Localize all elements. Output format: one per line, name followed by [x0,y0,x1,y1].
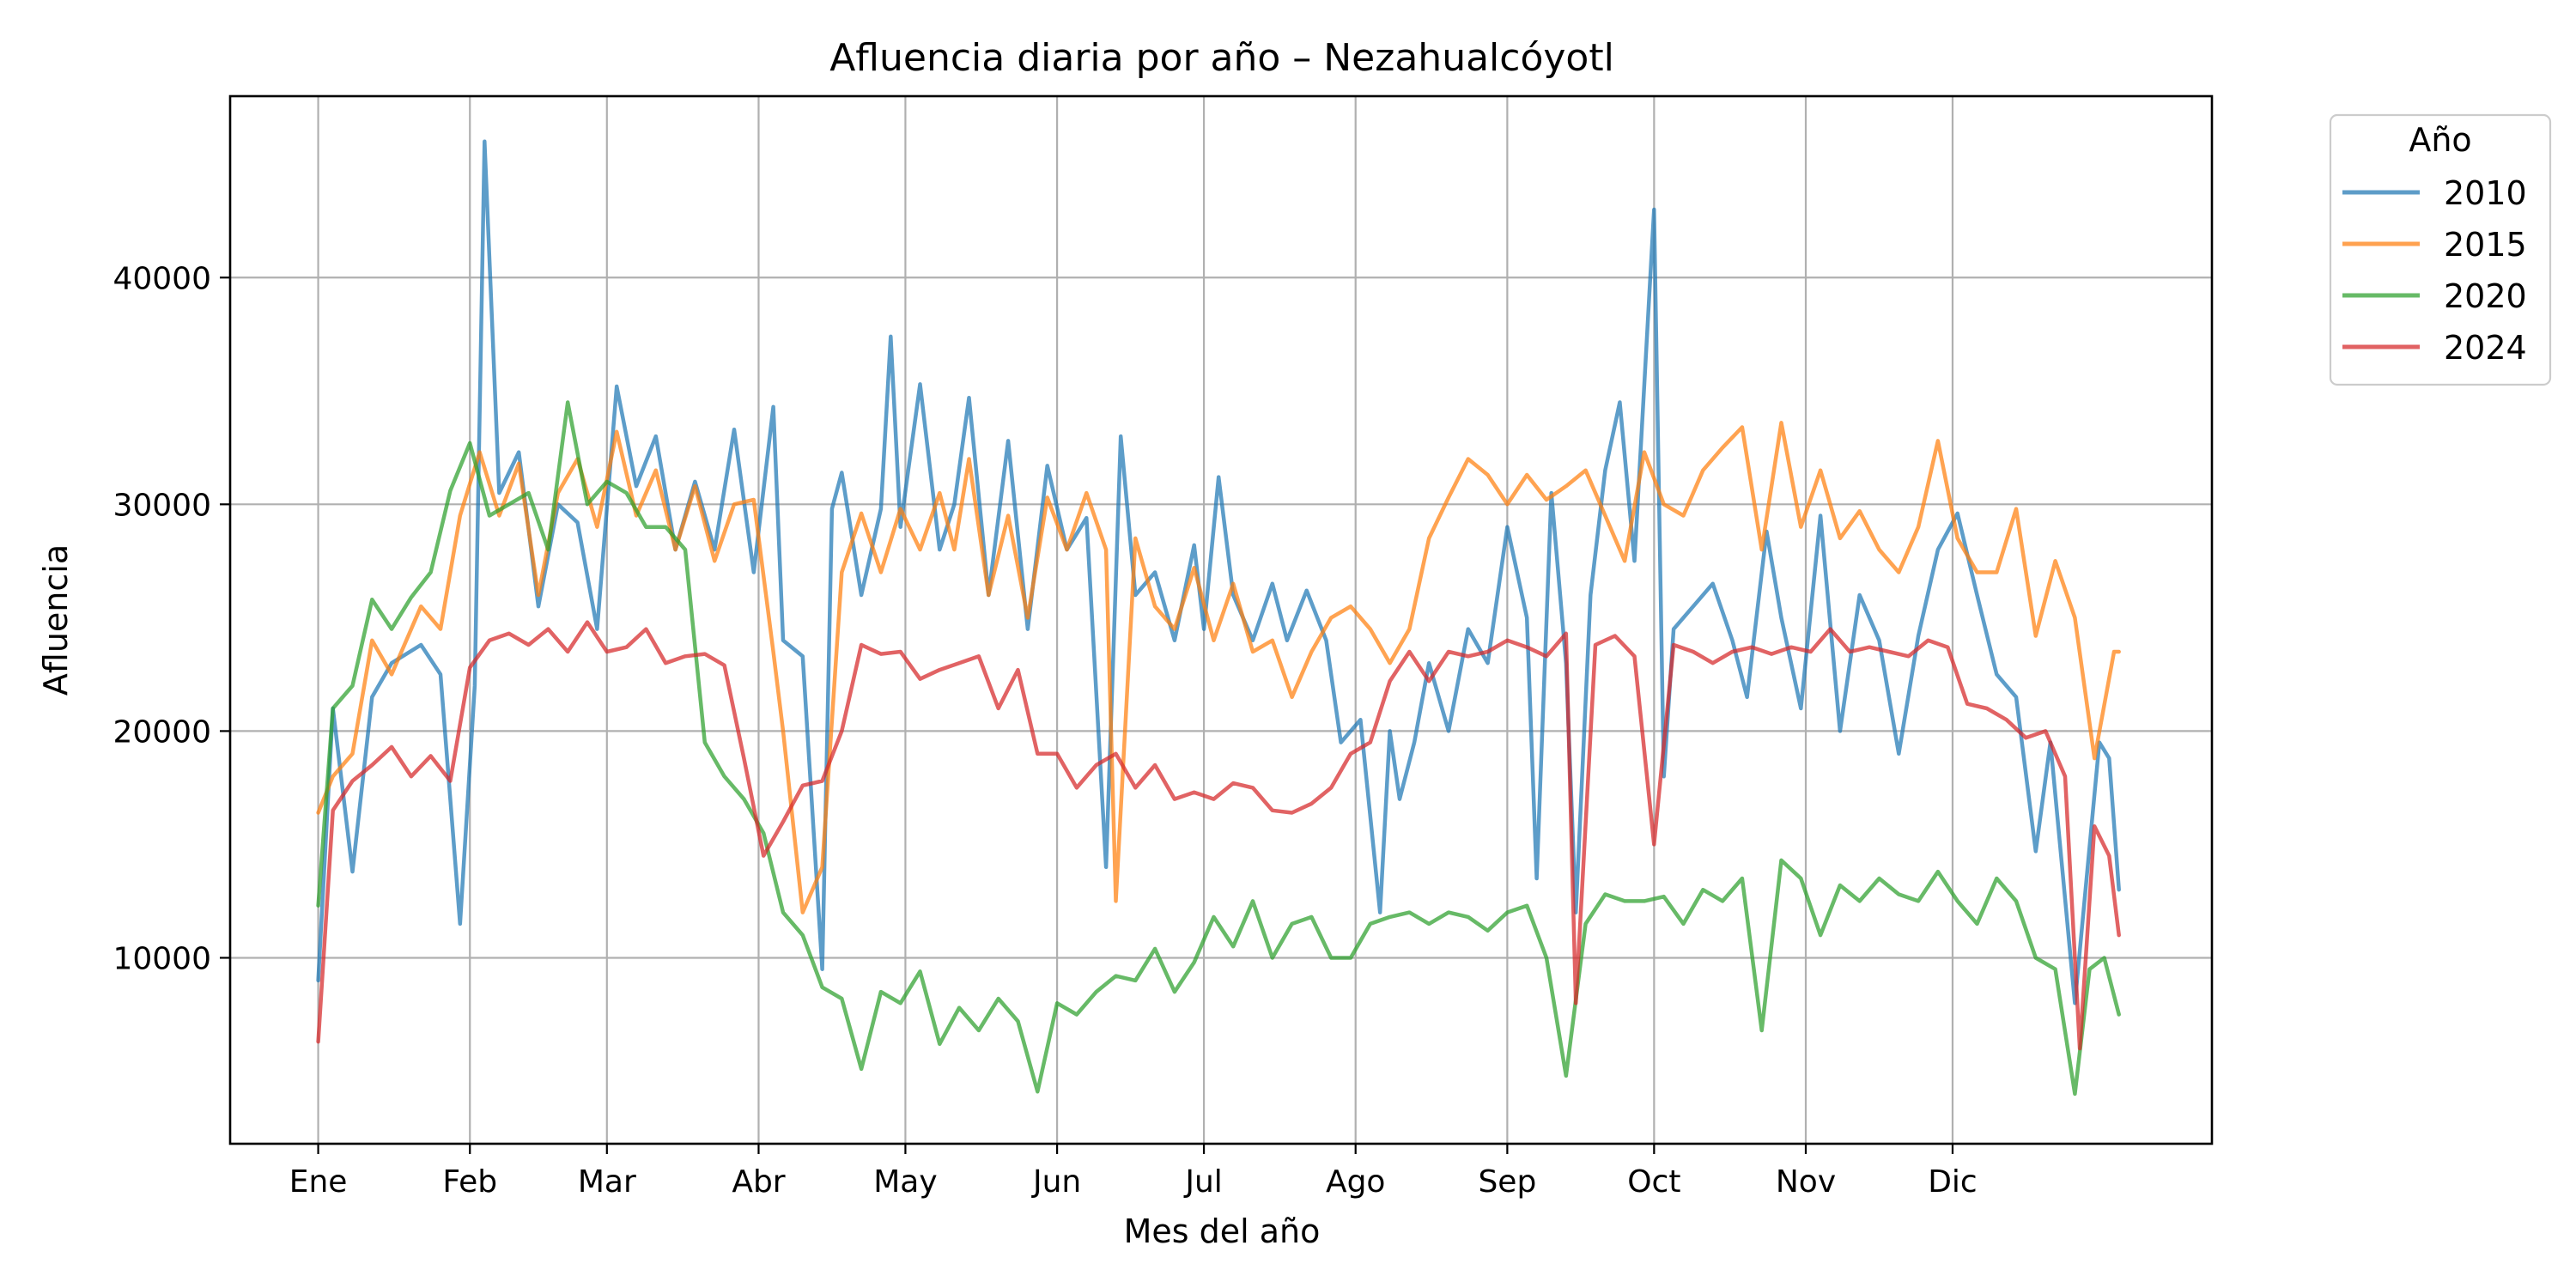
x-tick-label: Nov [1776,1164,1836,1200]
legend-title: Año [2409,121,2471,159]
legend-label-2015: 2015 [2444,226,2527,264]
x-tick-label: Ene [289,1164,348,1200]
y-axis-label: Afluencia [37,544,75,696]
x-tick-label: Sep [1478,1164,1536,1200]
x-tick-label: Oct [1627,1164,1680,1200]
series-lines [316,139,2121,1097]
x-axis-label: Mes del año [1124,1212,1321,1250]
legend-label-2024: 2024 [2444,329,2527,367]
legend: Año 2010 2015 2020 2024 [2329,113,2552,386]
x-tick-label: May [873,1164,937,1200]
x-tick-label: Jun [1031,1164,1081,1200]
x-tick-label: Abr [732,1164,785,1200]
chart-title: Afluencia diaria por año – Nezahualcóyot… [829,36,1614,80]
series-line-2010 [316,139,2121,1005]
y-tick-label: 40000 [112,261,211,296]
series-line-2015 [316,421,2121,914]
axis-ticks: Ene Feb Mar Abr May Jun Jul Ago Sep Oct Nov Dic 1000… [112,261,1977,1200]
series-line-2024 [316,620,2121,1051]
x-tick-label: Dic [1928,1164,1978,1200]
x-tick-label: Feb [442,1164,497,1200]
x-tick-label: Mar [578,1164,636,1200]
legend-label-2020: 2020 [2444,277,2527,315]
legend-items: 2010 2015 2020 2024 [2342,174,2527,367]
x-tick-label: Jul [1183,1164,1222,1200]
plot-frame [228,94,2214,1145]
series-line-2020 [316,400,2121,1097]
x-tick-label: Ago [1326,1164,1386,1200]
legend-label-2010: 2010 [2444,174,2527,212]
y-tick-label: 20000 [112,714,211,750]
y-tick-label: 10000 [112,941,211,976]
y-tick-label: 30000 [112,488,211,523]
grid-lines [230,96,2212,1144]
legend-box [2329,113,2552,386]
